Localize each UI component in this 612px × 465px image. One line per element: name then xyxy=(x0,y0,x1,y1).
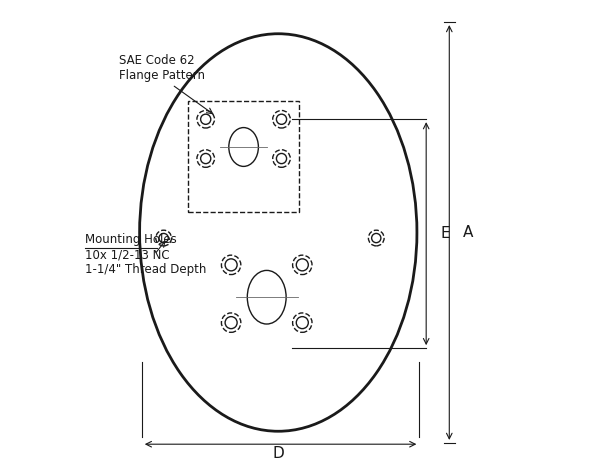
Text: 1-1/4" Thread Depth: 1-1/4" Thread Depth xyxy=(85,263,206,276)
Text: D: D xyxy=(272,446,284,461)
Text: SAE Code 62
Flange Pattern: SAE Code 62 Flange Pattern xyxy=(119,54,205,82)
Text: A: A xyxy=(463,225,474,240)
Text: 10x 1/2-13 NC: 10x 1/2-13 NC xyxy=(85,248,170,261)
Bar xyxy=(188,101,299,212)
Text: E: E xyxy=(440,226,450,241)
Text: Mounting Holes: Mounting Holes xyxy=(85,233,177,246)
